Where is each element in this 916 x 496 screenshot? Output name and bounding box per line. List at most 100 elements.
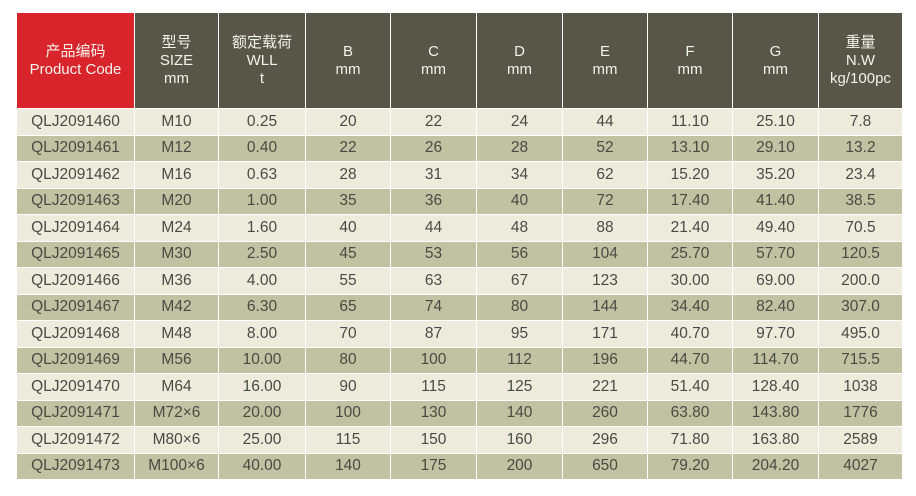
cell-g: 49.40 [732,214,819,242]
cell-b: 115 [305,426,391,454]
cell-wll: 10.00 [218,346,306,374]
cell-e: 296 [562,426,648,454]
table-row: QLJ2091467 M42 6.30 65 74 80 144 34.40 82.40 307.… [16,293,903,321]
cell-g: 35.20 [732,161,819,189]
cell-g: 69.00 [732,267,819,295]
cell-c: 31 [390,161,477,189]
cell-wll: 0.25 [218,108,306,136]
cell-f: 79.20 [647,452,733,480]
cell-net-weight: 2589 [818,426,903,454]
cell-f: 71.80 [647,426,733,454]
cell-g: 163.80 [732,426,819,454]
cell-size: M42 [134,293,219,321]
cell-product-code: QLJ2091473 [16,452,135,480]
cell-net-weight: 200.0 [818,267,903,295]
cell-net-weight: 13.2 [818,134,903,162]
cell-g: 57.70 [732,240,819,268]
cell-c: 44 [390,214,477,242]
cell-e: 104 [562,240,648,268]
cell-c: 150 [390,426,477,454]
cell-product-code: QLJ2091460 [16,108,135,136]
cell-d: 160 [476,426,563,454]
cell-d: 140 [476,399,563,427]
cell-b: 65 [305,293,391,321]
cell-size: M10 [134,108,219,136]
table-body: QLJ2091460 M10 0.25 20 22 24 44 11.10 25.10 7.8 QL… [16,108,903,480]
cell-e: 62 [562,161,648,189]
table-row: QLJ2091472 M80×6 25.00 115 150 160 296 71.80 163… [16,426,903,454]
cell-f: 63.80 [647,399,733,427]
header-label: WLL [246,51,278,69]
header-label: 重量 [845,33,876,51]
table-row: QLJ2091473 M100×6 40.00 140 175 200 650 79.20 20… [16,452,903,480]
header-label: F [685,42,695,60]
header-label: G [769,42,782,60]
cell-wll: 1.00 [218,187,306,215]
header-label: mm [335,60,361,78]
cell-b: 100 [305,399,391,427]
cell-wll: 2.50 [218,240,306,268]
cell-f: 21.40 [647,214,733,242]
table-row: QLJ2091464 M24 1.60 40 44 48 88 21.40 49.40 70.5 [16,214,903,242]
table-row: QLJ2091466 M36 4.00 55 63 67 123 30.00 69.00 200.… [16,267,903,295]
cell-c: 100 [390,346,477,374]
header-label: SIZE [159,51,194,69]
header-label: B [342,42,353,60]
cell-f: 34.40 [647,293,733,321]
header-label: mm [763,60,788,78]
cell-g: 204.20 [732,452,819,480]
cell-b: 140 [305,452,391,480]
cell-g: 82.40 [732,293,819,321]
cell-c: 22 [390,108,477,136]
cell-size: M64 [134,373,219,401]
table-row: QLJ2091463 M20 1.00 35 36 40 72 17.40 41.40 38.5 [16,187,903,215]
header-label: N.W [845,51,876,69]
cell-net-weight: 120.5 [818,240,903,268]
cell-wll: 20.00 [218,399,306,427]
cell-c: 53 [390,240,477,268]
cell-wll: 16.00 [218,373,306,401]
cell-size: M30 [134,240,219,268]
header-size: 型号 SIZE mm [134,12,219,109]
cell-f: 30.00 [647,267,733,295]
table-row: QLJ2091461 M12 0.40 22 26 28 52 13.10 29.10 13.2 [16,134,903,162]
cell-product-code: QLJ2091472 [16,426,135,454]
cell-c: 175 [390,452,477,480]
cell-g: 97.70 [732,320,819,348]
cell-d: 24 [476,108,563,136]
cell-net-weight: 1776 [818,399,903,427]
table-row: QLJ2091468 M48 8.00 70 87 95 171 40.70 97.70 495.… [16,320,903,348]
cell-g: 41.40 [732,187,819,215]
cell-f: 15.20 [647,161,733,189]
header-wll: 额定载荷 WLL t [218,12,306,109]
cell-f: 13.10 [647,134,733,162]
cell-wll: 0.40 [218,134,306,162]
cell-net-weight: 7.8 [818,108,903,136]
header-label: kg/100pc [830,69,891,87]
cell-d: 28 [476,134,563,162]
cell-b: 35 [305,187,391,215]
cell-product-code: QLJ2091471 [16,399,135,427]
cell-size: M16 [134,161,219,189]
cell-wll: 1.60 [218,214,306,242]
cell-size: M12 [134,134,219,162]
cell-size: M56 [134,346,219,374]
cell-c: 115 [390,373,477,401]
cell-e: 196 [562,346,648,374]
cell-g: 25.10 [732,108,819,136]
cell-c: 36 [390,187,477,215]
cell-f: 51.40 [647,373,733,401]
cell-product-code: QLJ2091464 [16,214,135,242]
cell-e: 144 [562,293,648,321]
cell-net-weight: 1038 [818,373,903,401]
cell-b: 40 [305,214,391,242]
cell-product-code: QLJ2091462 [16,161,135,189]
cell-d: 80 [476,293,563,321]
cell-net-weight: 4027 [818,452,903,480]
table-row: QLJ2091470 M64 16.00 90 115 125 221 51.40 128.40… [16,373,903,401]
cell-size: M20 [134,187,219,215]
